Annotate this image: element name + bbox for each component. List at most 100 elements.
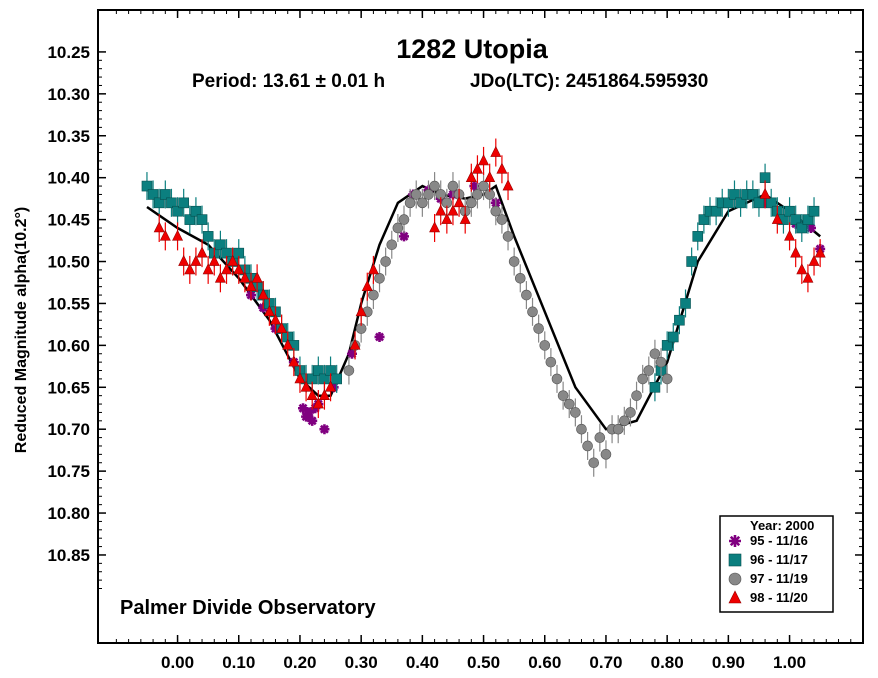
data-point-circle [619, 415, 630, 427]
x-tick-label: 0.50 [467, 653, 500, 672]
data-point-triangle [178, 254, 190, 266]
data-point-triangle [318, 388, 330, 400]
legend-label: 95 - 11/16 [750, 533, 808, 548]
data-point-triangle [471, 162, 483, 174]
data-point-square [674, 314, 685, 326]
fit-curve [146, 184, 821, 431]
data-point-square [160, 189, 171, 200]
data-point-square [178, 197, 189, 209]
data-point-square [796, 222, 808, 234]
data-point-triangle [306, 388, 318, 400]
data-point-circle [655, 356, 667, 368]
data-point-triangle [490, 145, 502, 157]
legend-label: 97 - 11/19 [750, 571, 808, 586]
data-point-triangle [459, 212, 471, 224]
y-tick-label: 10.75 [47, 462, 90, 481]
data-point-circle [576, 423, 587, 435]
data-point-square [215, 239, 226, 251]
y-tick-label: 10.40 [47, 169, 90, 188]
data-point-square [729, 189, 740, 200]
plot-frame [97, 9, 864, 644]
axis-ticks-layer: 10.25 10.30 10.35 10.40 10.45 10.50 10.55 10.60… [47, 10, 863, 672]
data-point-triangle [257, 288, 269, 300]
data-point-star [374, 331, 385, 342]
x-tick-label: 0.70 [589, 653, 622, 672]
data-point-circle [661, 373, 673, 385]
x-tick-label: 0.60 [528, 653, 561, 672]
data-point-triangle [447, 204, 459, 216]
data-point-square [723, 197, 734, 209]
data-point-triangle [282, 338, 294, 350]
data-point-square [141, 180, 153, 192]
data-point-square [313, 365, 324, 376]
data-point-triangle [227, 254, 239, 266]
legend: Year: 2000 95 - 11/16 96 - 11/17 97 - 11/1… [719, 515, 834, 613]
data-point-square [698, 214, 710, 225]
y-tick-label: 10.25 [47, 43, 90, 62]
data-point-triangle [214, 271, 226, 283]
data-point-triangle [802, 271, 814, 283]
data-point-triangle [184, 263, 196, 275]
data-point-square [661, 340, 673, 351]
data-point-square [747, 189, 759, 200]
data-point-circle [514, 272, 526, 284]
data-point-triangle [159, 229, 171, 241]
data-point-triangle [263, 305, 275, 317]
data-point-circle [496, 214, 508, 225]
data-point-circle [368, 289, 379, 301]
y-tick-label: 10.70 [47, 420, 90, 439]
data-point-square [190, 205, 202, 217]
data-point-triangle [251, 271, 263, 283]
legend-marker-square [728, 553, 742, 567]
y-tick-label: 10.30 [47, 85, 90, 104]
y-tick-label: 10.60 [47, 336, 90, 355]
data-point-triangle [233, 263, 245, 275]
data-point-triangle [349, 338, 361, 350]
data-point-triangle [276, 321, 288, 333]
x-tick-label: 0.40 [406, 653, 439, 672]
data-point-circle [447, 180, 459, 192]
data-point-circle [545, 356, 557, 368]
x-tick-label: 0.20 [283, 653, 316, 672]
legend-title: Year: 2000 [750, 518, 814, 533]
data-point-circle [637, 373, 648, 385]
data-point-star [307, 415, 318, 426]
data-point-triangle [288, 355, 300, 367]
data-point-square [147, 189, 159, 200]
data-point-triangle [502, 179, 514, 191]
data-point-square [202, 231, 214, 242]
chart-title: 1282 Utopia [396, 34, 549, 64]
data-point-triangle [269, 313, 281, 325]
data-point-triangle [784, 229, 796, 241]
data-points-layer [141, 138, 826, 477]
y-tick-label: 10.45 [47, 211, 90, 230]
data-point-circle [588, 457, 600, 469]
data-point-circle [612, 423, 624, 435]
data-point-star [805, 222, 816, 233]
y-tick-label: 10.65 [47, 378, 90, 397]
data-point-triangle [796, 263, 808, 275]
data-point-square [331, 373, 342, 385]
data-point-circle [631, 390, 642, 401]
data-point-circle [527, 306, 538, 318]
data-point-circle [563, 398, 575, 410]
data-point-square [765, 197, 777, 209]
data-point-circle [374, 272, 385, 284]
legend-marker-triangle [728, 590, 742, 604]
data-point-triangle [435, 204, 447, 216]
data-point-triangle [153, 221, 165, 233]
data-point-circle [478, 180, 489, 192]
data-point-square [172, 205, 183, 217]
data-point-star [304, 407, 315, 418]
legend-marker-circle [728, 572, 742, 586]
data-point-triangle [221, 263, 233, 275]
y-tick-label: 10.55 [47, 294, 90, 313]
y-tick-label: 10.35 [47, 127, 90, 146]
data-point-square [802, 214, 814, 225]
data-point-triangle [484, 171, 496, 182]
data-point-circle [386, 239, 398, 251]
data-point-triangle [367, 263, 379, 275]
data-point-triangle [172, 229, 184, 241]
data-point-triangle [300, 380, 312, 392]
